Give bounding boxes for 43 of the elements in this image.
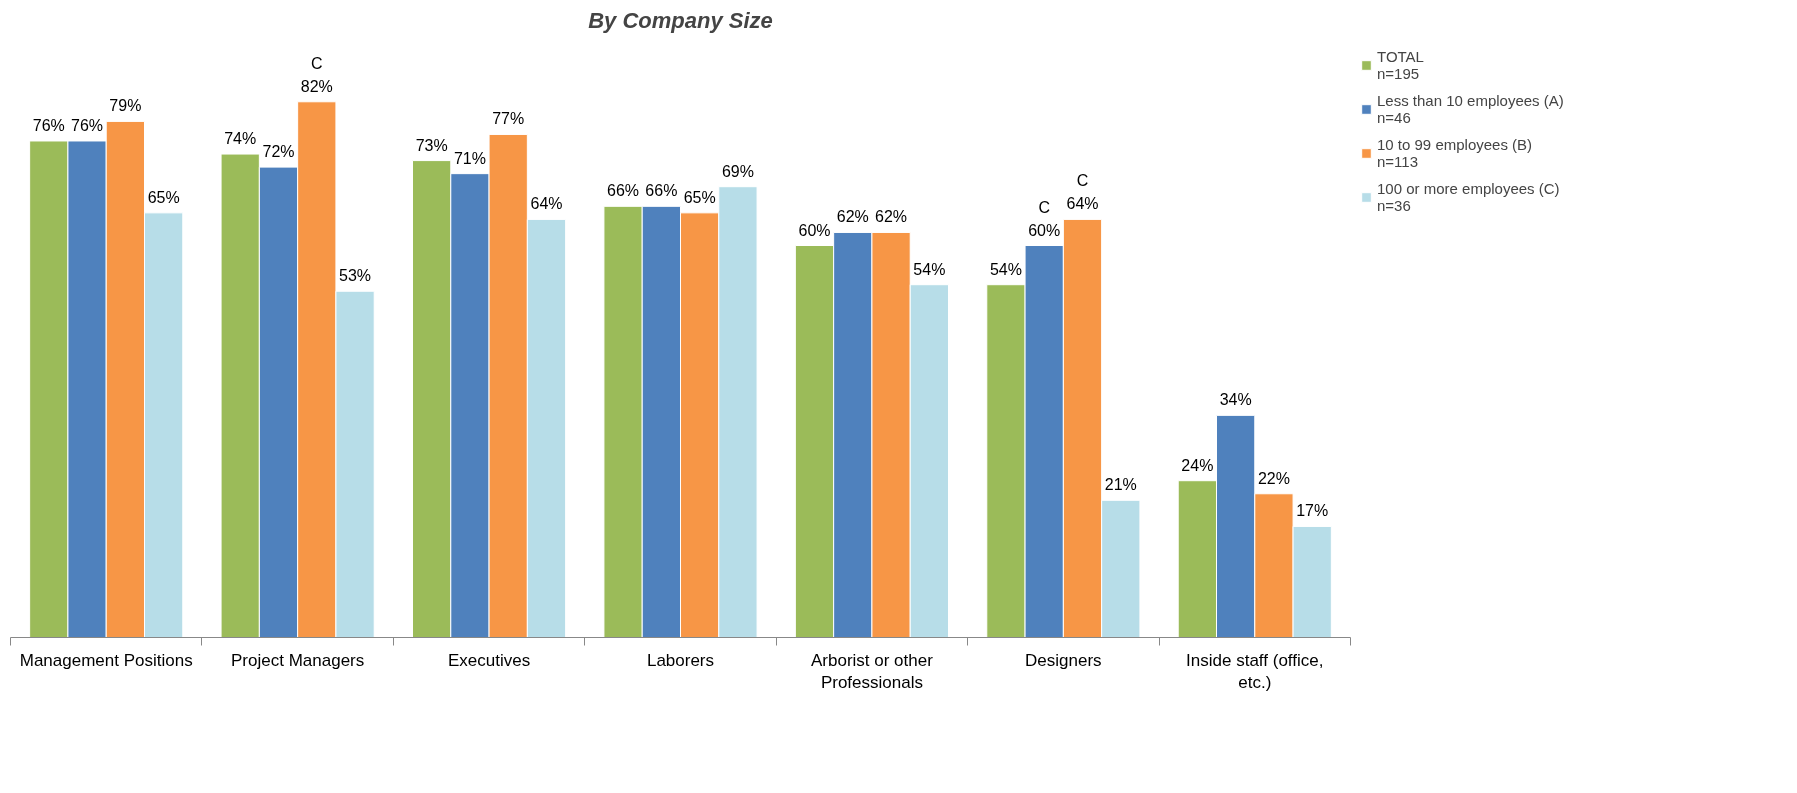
data-label: 74% — [224, 130, 257, 148]
chart-title: By Company Size — [588, 7, 773, 33]
x-tick-label: Management Positions — [19, 650, 193, 670]
data-label: 79% — [109, 97, 142, 115]
data-label: 62% — [836, 208, 869, 226]
x-tick-label: Executives — [447, 650, 531, 670]
data-label: 62% — [875, 208, 908, 226]
data-label: 21% — [1104, 476, 1137, 494]
annotation: C — [311, 54, 323, 72]
legend-label: Less than 10 employees (A) n=46 — [1377, 91, 1564, 127]
data-label: 54% — [989, 260, 1022, 278]
data-label: 53% — [339, 267, 372, 285]
data-label: 60% — [1028, 221, 1061, 239]
data-label: 54% — [913, 260, 946, 278]
data-label: 76% — [32, 116, 65, 134]
data-label: 82% — [300, 77, 333, 95]
data-label: 66% — [645, 182, 678, 200]
data-label: 24% — [1181, 456, 1214, 474]
legend-label: 10 to 99 employees (B) n=113 — [1377, 135, 1533, 171]
x-tick-label: Inside staff (office, etc.) — [1186, 650, 1324, 693]
data-label: 77% — [492, 110, 525, 128]
data-label: 72% — [262, 143, 295, 161]
x-tick-label: Designers — [1025, 650, 1102, 670]
data-label: 69% — [721, 162, 754, 180]
data-label: 65% — [683, 188, 716, 206]
x-tick-label: Project Managers — [231, 650, 365, 670]
data-label: 17% — [1296, 502, 1329, 520]
legend-label: 100 or more employees (C) n=36 — [1377, 179, 1560, 215]
data-label: 22% — [1257, 469, 1290, 487]
data-label: 73% — [415, 136, 448, 154]
data-label: 60% — [798, 221, 831, 239]
data-label: 64% — [1066, 195, 1099, 213]
legend-label: TOTAL n=195 — [1377, 47, 1424, 83]
x-tick-label: Arborist or other Professionals — [810, 650, 934, 693]
annotation: C — [1076, 172, 1089, 190]
data-label: 64% — [530, 195, 563, 213]
x-tick-label: Laborers — [646, 650, 715, 670]
data-label: 34% — [1219, 391, 1252, 409]
data-label: 71% — [453, 149, 486, 167]
annotation: C — [1038, 198, 1050, 216]
data-label: 66% — [607, 182, 640, 200]
data-label: 65% — [147, 188, 180, 206]
data-label: 76% — [71, 116, 104, 134]
